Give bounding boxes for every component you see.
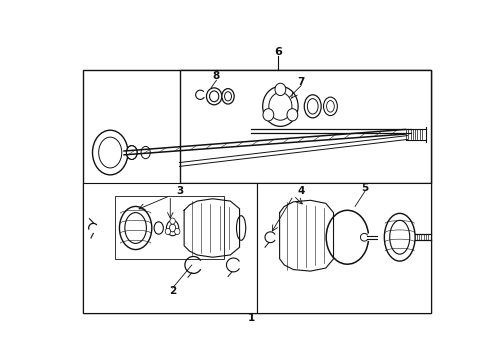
Ellipse shape (170, 224, 176, 232)
Bar (115, 196, 224, 259)
Bar (83, 70, 431, 313)
Text: 2: 2 (169, 286, 176, 296)
Ellipse shape (224, 92, 231, 101)
Ellipse shape (141, 147, 150, 159)
Text: 7: 7 (297, 77, 305, 87)
Text: 6: 6 (274, 47, 282, 57)
Text: 1: 1 (247, 313, 255, 323)
Ellipse shape (326, 100, 334, 112)
Ellipse shape (237, 216, 246, 240)
Ellipse shape (304, 95, 321, 118)
Text: 5: 5 (362, 183, 368, 193)
Ellipse shape (384, 213, 415, 261)
Ellipse shape (206, 88, 222, 105)
Ellipse shape (165, 228, 171, 235)
Ellipse shape (93, 130, 128, 175)
Text: 4: 4 (297, 186, 305, 196)
Ellipse shape (120, 206, 152, 249)
Ellipse shape (390, 220, 410, 254)
Ellipse shape (98, 137, 122, 168)
Ellipse shape (269, 93, 292, 120)
Ellipse shape (222, 89, 234, 104)
Bar (257, 183, 431, 313)
Ellipse shape (174, 228, 180, 235)
Ellipse shape (263, 86, 298, 126)
Ellipse shape (125, 213, 147, 243)
Ellipse shape (287, 109, 298, 121)
Ellipse shape (307, 99, 318, 114)
Text: 8: 8 (213, 71, 220, 81)
Ellipse shape (154, 222, 163, 234)
Bar (179, 70, 431, 183)
Ellipse shape (323, 97, 337, 116)
Ellipse shape (263, 109, 274, 121)
Bar (83, 183, 257, 313)
Ellipse shape (170, 218, 175, 224)
Ellipse shape (126, 145, 137, 159)
Text: 3: 3 (176, 186, 183, 196)
Ellipse shape (210, 91, 219, 102)
Ellipse shape (167, 220, 179, 236)
Ellipse shape (275, 83, 286, 95)
